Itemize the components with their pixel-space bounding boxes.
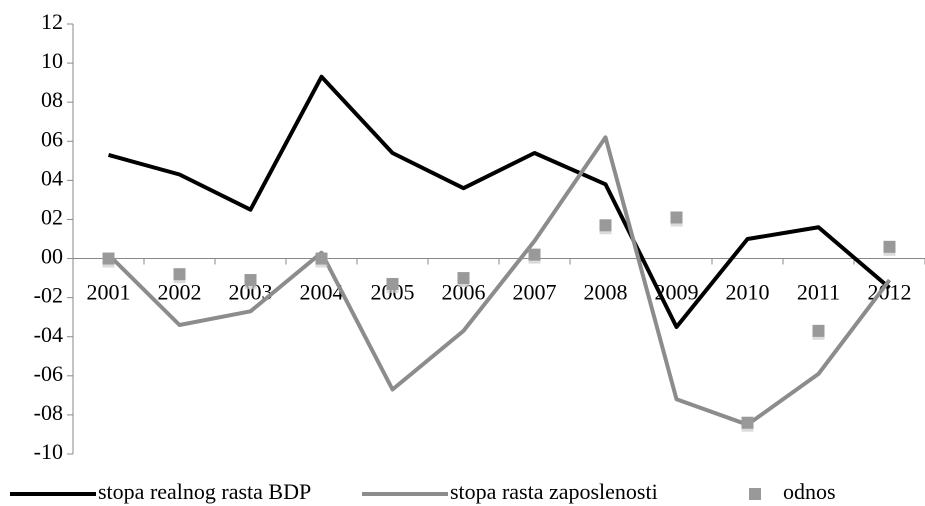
x-tick-label: 2010	[726, 280, 770, 305]
x-tick-label: 2007	[513, 280, 557, 305]
marker	[457, 272, 470, 285]
y-tick-label: -08	[34, 400, 63, 425]
marker	[102, 252, 115, 265]
series-line	[107, 74, 891, 329]
y-tick-label: 02	[41, 205, 63, 230]
marker	[670, 211, 683, 224]
marker	[244, 274, 257, 287]
x-tick-label: 2008	[584, 280, 628, 305]
marker	[741, 416, 754, 429]
legend-label: odnos	[783, 479, 836, 504]
y-tick-label: 10	[41, 48, 63, 73]
marker	[386, 277, 399, 290]
x-tick-label: 2011	[797, 280, 840, 305]
y-tick-label: -10	[34, 439, 63, 464]
y-tick-label: -06	[34, 361, 63, 386]
y-tick-label: 06	[41, 126, 63, 151]
marker	[528, 248, 541, 261]
marker	[173, 268, 186, 281]
y-tick-label: 04	[41, 165, 63, 190]
y-tick-label: -04	[34, 322, 63, 347]
marker	[599, 219, 612, 232]
y-tick-label: 08	[41, 87, 63, 112]
y-tick-label: -02	[34, 283, 63, 308]
marker	[812, 324, 825, 337]
marker	[883, 240, 896, 253]
y-tick-label: 12	[41, 9, 63, 34]
legend-marker	[749, 488, 761, 500]
series-line	[107, 135, 892, 427]
legend-label: stopa realnog rasta BDP	[98, 479, 311, 504]
x-tick-label: 2002	[158, 280, 202, 305]
legend-label: stopa rasta zaposlenosti	[450, 479, 658, 504]
x-tick-label: 2001	[87, 280, 131, 305]
marker	[315, 252, 328, 265]
y-tick-label: 00	[41, 244, 63, 269]
